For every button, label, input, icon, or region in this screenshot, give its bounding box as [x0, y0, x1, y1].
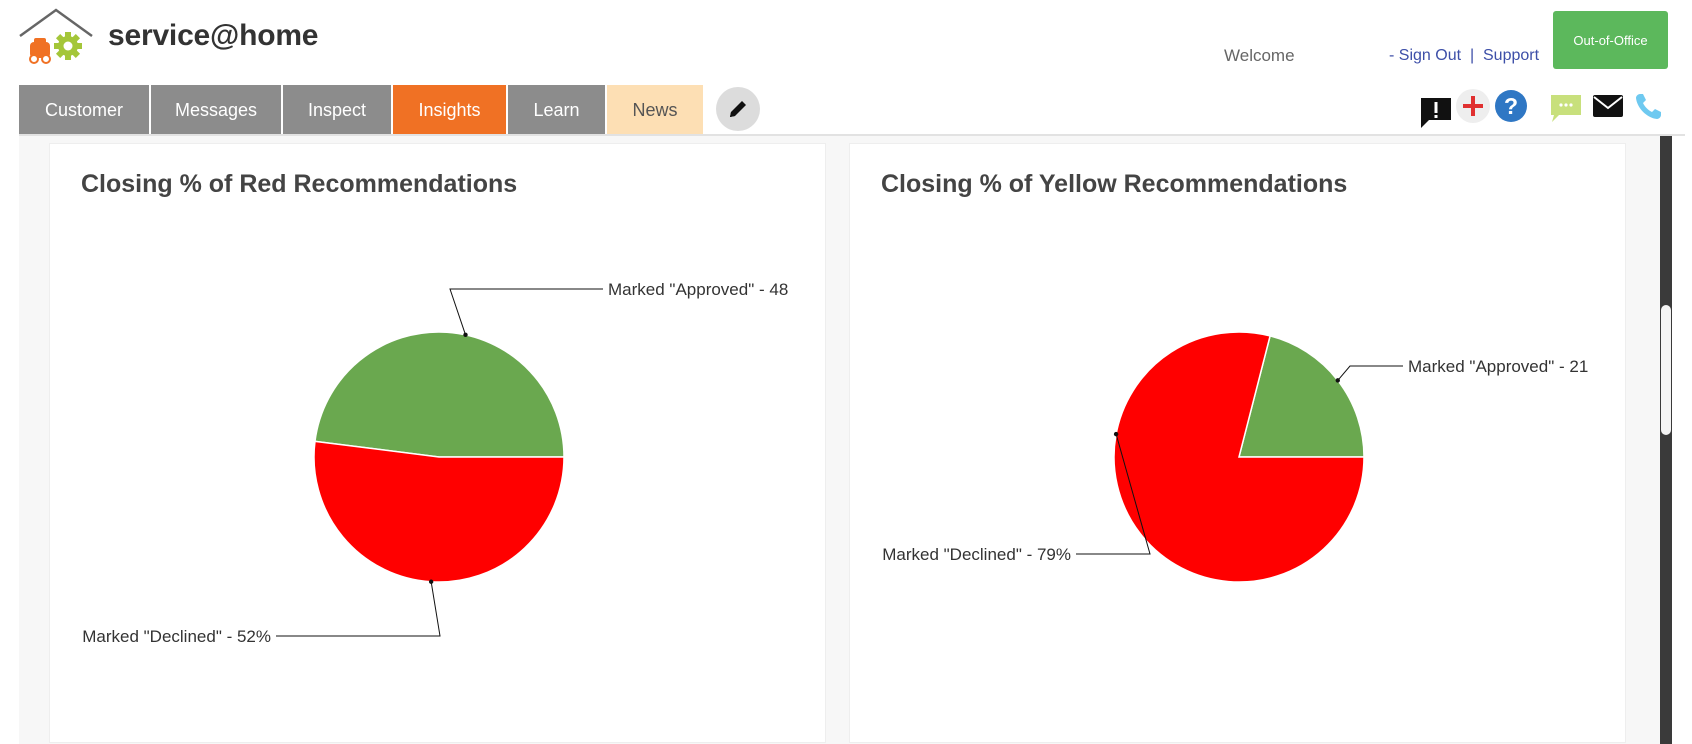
logo[interactable] — [18, 8, 98, 68]
main-nav: Customer Messages Inspect Insights Learn… — [19, 85, 705, 135]
pencil-icon — [730, 101, 746, 117]
plus-icon — [1463, 96, 1483, 116]
sign-out-link[interactable]: - Sign Out — [1389, 47, 1462, 64]
alert-icon — [1421, 98, 1451, 128]
slice-label-declined: Marked "Declined" - 52% — [82, 627, 271, 646]
leader-dot — [1113, 431, 1119, 437]
mail-icon — [1593, 95, 1623, 117]
tab-customer[interactable]: Customer — [19, 85, 149, 135]
welcome-text: Welcome — [1224, 46, 1295, 65]
chart-title: Closing % of Red Recommendations — [81, 170, 518, 198]
help-button[interactable]: ? — [1494, 89, 1528, 123]
leader-line — [276, 581, 441, 637]
support-link[interactable]: Support — [1483, 47, 1540, 64]
scrollbar-track[interactable] — [1660, 136, 1672, 744]
phone-button[interactable] — [1634, 91, 1664, 121]
app-header: service@home Welcome - Sign Out | Suppor… — [0, 0, 1692, 84]
alert-button[interactable] — [1419, 94, 1453, 130]
leader-line — [1337, 365, 1403, 381]
leader-dot — [428, 579, 434, 584]
chart-card-red: Closing % of Red Recommendations Marked … — [49, 143, 826, 743]
tab-inspect[interactable]: Inspect — [283, 85, 391, 135]
link-separator: | — [1470, 47, 1475, 64]
pie-slice-declined[interactable] — [313, 440, 565, 583]
tab-learn[interactable]: Learn — [508, 85, 605, 135]
slice-label-approved: Marked "Approved" - 21 — [1408, 357, 1588, 376]
leader-line — [449, 288, 603, 336]
tab-insights[interactable]: Insights — [393, 85, 506, 135]
chat-icon — [1551, 95, 1581, 122]
leader-line — [1076, 433, 1151, 555]
chart-card-yellow: Closing % of Yellow Recommendations Mark… — [849, 143, 1626, 743]
svg-text:?: ? — [1504, 93, 1518, 119]
tab-messages[interactable]: Messages — [151, 85, 281, 135]
tab-news[interactable]: News — [607, 85, 703, 135]
house-gear-icon — [19, 8, 93, 64]
red-recommendations-pie-chart: Marked "Approved" - 48 Marked "Declined" … — [82, 280, 788, 646]
help-icon: ? — [1495, 90, 1527, 122]
mail-button[interactable] — [1592, 93, 1624, 119]
chat-button[interactable] — [1549, 92, 1583, 124]
pie-slice-approved[interactable] — [314, 331, 565, 458]
chart-title: Closing % of Yellow Recommendations — [881, 170, 1348, 198]
nav-divider — [19, 134, 1685, 136]
out-of-office-button[interactable]: Out-of-Office — [1553, 11, 1668, 69]
scrollbar-thumb[interactable] — [1661, 305, 1671, 435]
pie-slice-declined[interactable] — [1113, 331, 1365, 583]
slice-label-approved: Marked "Approved" - 48 — [608, 280, 788, 299]
yellow-recommendations-pie-chart: Marked "Approved" - 21 Marked "Declined" … — [882, 331, 1588, 583]
add-button[interactable] — [1456, 89, 1490, 123]
brand-name: service@home — [108, 19, 319, 52]
slice-label-declined: Marked "Declined" - 79% — [882, 545, 1071, 564]
edit-button[interactable] — [716, 87, 760, 131]
phone-icon — [1636, 94, 1661, 119]
